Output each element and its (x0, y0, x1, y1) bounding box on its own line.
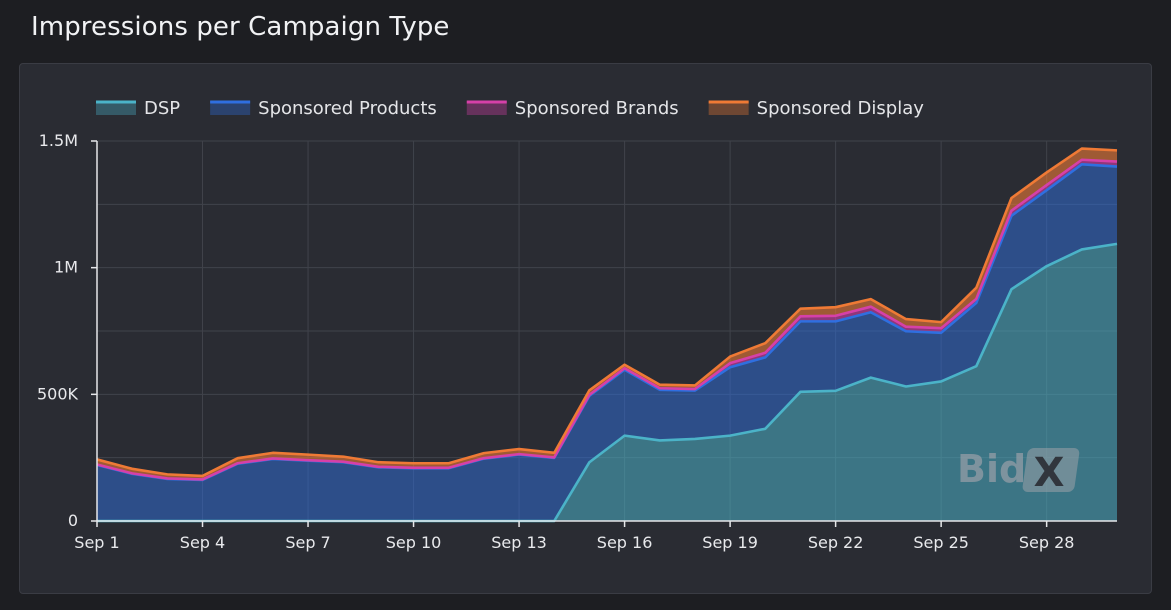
legend-label: Sponsored Display (757, 98, 925, 119)
legend-swatch (210, 101, 251, 115)
area-dsp (97, 243, 1117, 521)
legend-label: DSP (144, 98, 180, 119)
chart-panel: DSP Sponsored Products Sponsored Brands Spo… (19, 63, 1152, 594)
chart-areas (97, 148, 1117, 521)
y-tick-label: 1.5M (39, 131, 78, 150)
legend-item-dsp[interactable]: DSP (96, 98, 180, 119)
watermark-text: Bid (957, 447, 1026, 491)
x-tick-label: Sep 28 (1019, 533, 1075, 552)
legend-item-sponsored-products[interactable]: Sponsored Products (210, 98, 437, 119)
watermark-x-mark: X (1034, 450, 1065, 496)
x-tick-label: Sep 7 (285, 533, 330, 552)
y-tick-label: 1M (54, 258, 78, 277)
line-sponsored-brands (96, 158, 1118, 481)
x-tick-label: Sep 16 (597, 533, 653, 552)
watermark-x-box (1022, 448, 1080, 492)
legend-item-sponsored-brands[interactable]: Sponsored Brands (466, 98, 679, 119)
y-tick-label: 0 (68, 511, 78, 530)
stacked-area-chart: DSP Sponsored Products Sponsored Brands Spo… (37, 98, 1118, 552)
x-tick-label: Sep 19 (702, 533, 758, 552)
chart-axes: 0 500K 1M 1.5M Sep 1 Sep 4 Sep 7 Sep 10 Sep 13 Se… (37, 131, 1117, 552)
x-tick-label: Sep 1 (74, 533, 119, 552)
x-tick-label: Sep 4 (180, 533, 225, 552)
page-title: Impressions per Campaign Type (31, 12, 450, 42)
legend-swatch (466, 101, 507, 115)
legend-swatch (96, 101, 136, 115)
legend-label: Sponsored Products (258, 98, 437, 119)
x-tick-label: Sep 10 (386, 533, 442, 552)
chart-legend[interactable]: DSP Sponsored Products Sponsored Brands Spo… (96, 98, 924, 119)
y-tick-label: 500K (37, 384, 79, 403)
bidx-watermark: Bid X (957, 447, 1080, 496)
x-tick-label: Sep 22 (808, 533, 864, 552)
line-sponsored-display (96, 147, 1118, 478)
area-sponsored-products (97, 164, 1117, 521)
legend-swatch (708, 101, 749, 115)
x-tick-label: Sep 25 (913, 533, 969, 552)
legend-label: Sponsored Brands (515, 98, 679, 119)
x-tick-label: Sep 13 (491, 533, 547, 552)
legend-item-sponsored-display[interactable]: Sponsored Display (708, 98, 925, 119)
